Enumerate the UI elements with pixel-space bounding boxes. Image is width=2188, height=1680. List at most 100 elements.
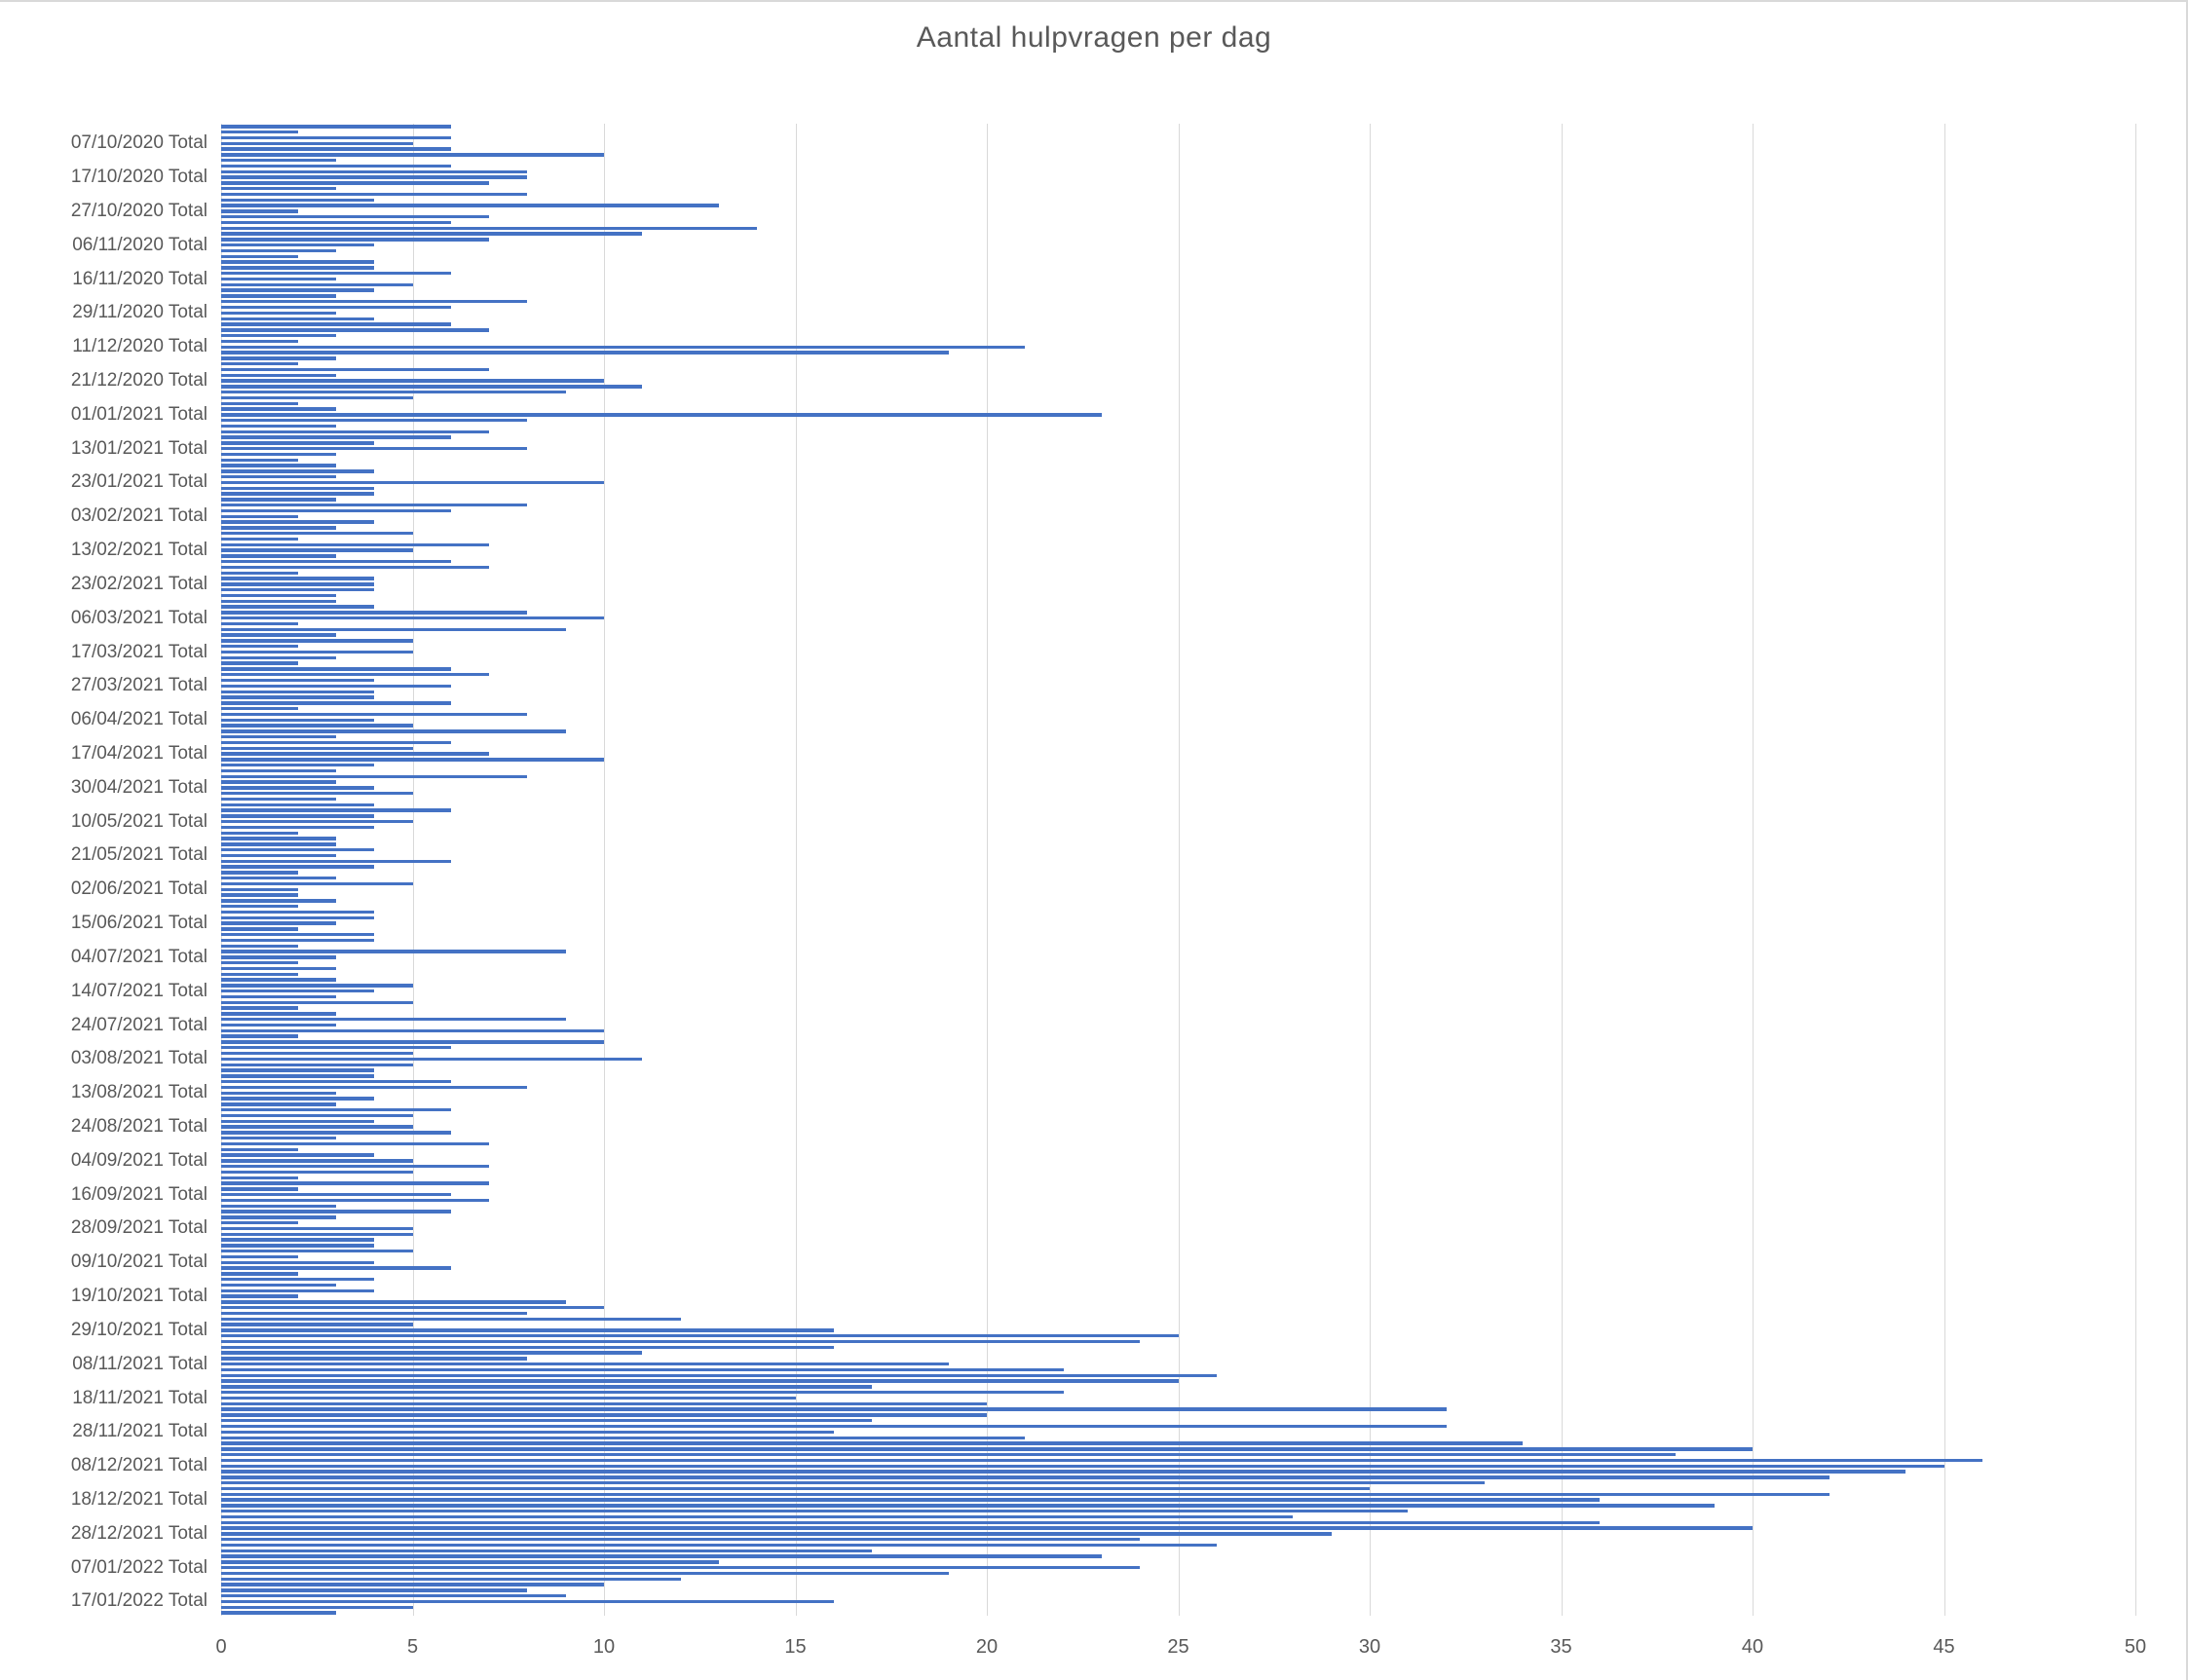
bar xyxy=(221,678,375,683)
bar xyxy=(221,532,413,536)
bar xyxy=(221,385,643,389)
bar xyxy=(221,847,375,852)
bar xyxy=(221,633,336,637)
bar xyxy=(221,565,490,570)
bar xyxy=(221,1244,375,1248)
bar xyxy=(221,1413,987,1417)
bar xyxy=(221,695,375,699)
bar xyxy=(221,1306,604,1310)
plot-area xyxy=(221,124,2136,1616)
bar xyxy=(221,734,336,739)
bar xyxy=(221,560,451,564)
gridline-30 xyxy=(1370,124,1371,1616)
bar xyxy=(221,1311,528,1316)
x-tick-label: 15 xyxy=(784,1636,807,1658)
bar xyxy=(221,1504,1715,1508)
bar xyxy=(221,915,375,920)
bar xyxy=(221,169,528,174)
bar xyxy=(221,1226,413,1231)
bar xyxy=(221,706,298,711)
bar xyxy=(221,752,490,756)
bar xyxy=(221,328,490,332)
bar xyxy=(221,955,336,959)
bar xyxy=(221,1514,1294,1519)
bar xyxy=(221,933,375,937)
bar xyxy=(221,1023,336,1027)
bar xyxy=(221,254,298,259)
x-tick-label: 5 xyxy=(406,1636,419,1658)
bar xyxy=(221,441,375,445)
category-label: 10/05/2021 Total xyxy=(70,810,207,832)
bar xyxy=(221,1363,949,1366)
bar xyxy=(221,131,298,134)
bar xyxy=(221,305,451,310)
bar xyxy=(221,1051,413,1056)
category-label: 18/12/2021 Total xyxy=(70,1489,207,1511)
bar xyxy=(221,498,336,502)
bar xyxy=(221,390,566,394)
bar xyxy=(221,819,413,824)
bar xyxy=(221,1583,604,1587)
category-label: 14/07/2021 Total xyxy=(70,980,207,1001)
bar xyxy=(221,446,528,451)
gridline-25 xyxy=(1178,124,1180,1616)
category-label: 18/11/2021 Total xyxy=(72,1387,207,1408)
bar xyxy=(221,198,375,203)
bar xyxy=(221,645,298,649)
bar xyxy=(221,1040,604,1044)
bar xyxy=(221,282,413,287)
bar xyxy=(221,1131,451,1135)
bar xyxy=(221,621,298,626)
bar xyxy=(221,1176,298,1179)
category-label: 13/01/2021 Total xyxy=(70,437,207,459)
x-tick-label: 0 xyxy=(215,1636,227,1658)
bar xyxy=(221,1046,451,1050)
bar xyxy=(221,1153,375,1157)
category-label: 27/10/2020 Total xyxy=(70,200,207,221)
bar xyxy=(221,1367,1064,1372)
bar xyxy=(221,492,375,496)
bar xyxy=(221,1498,1600,1502)
category-label: 28/11/2021 Total xyxy=(72,1421,207,1442)
bar xyxy=(221,763,375,767)
bar xyxy=(221,215,490,219)
bar xyxy=(221,452,336,457)
bar xyxy=(221,192,528,197)
bar xyxy=(221,1385,873,1389)
bar xyxy=(221,808,451,812)
bar xyxy=(221,1458,1982,1463)
bar xyxy=(221,520,375,524)
bar xyxy=(221,345,1026,349)
bar xyxy=(221,893,298,897)
bar xyxy=(221,141,413,145)
bar xyxy=(221,1345,834,1350)
bar xyxy=(221,938,375,943)
bar xyxy=(221,1452,1677,1457)
bar xyxy=(221,272,451,276)
bar xyxy=(221,356,336,360)
bar xyxy=(221,853,336,858)
bar xyxy=(221,1339,1141,1344)
bar xyxy=(221,238,490,242)
bar xyxy=(221,458,298,462)
x-tick-label: 45 xyxy=(1933,1636,1955,1658)
bar xyxy=(221,361,298,366)
category-label: 03/08/2021 Total xyxy=(70,1048,207,1069)
bar xyxy=(221,984,413,988)
gridline-35 xyxy=(1561,124,1563,1616)
bar xyxy=(221,1532,1332,1536)
bar xyxy=(221,135,451,140)
bar xyxy=(221,1141,490,1146)
bar xyxy=(221,1526,1753,1530)
bar xyxy=(221,537,298,541)
gridline-0 xyxy=(221,124,222,1616)
bar xyxy=(221,277,336,281)
x-tick-label: 50 xyxy=(2124,1636,2147,1658)
bar xyxy=(221,317,375,320)
bar xyxy=(221,288,375,292)
bar xyxy=(221,1441,1524,1445)
bar xyxy=(221,582,375,586)
bar xyxy=(221,814,375,818)
bar xyxy=(221,1057,643,1062)
